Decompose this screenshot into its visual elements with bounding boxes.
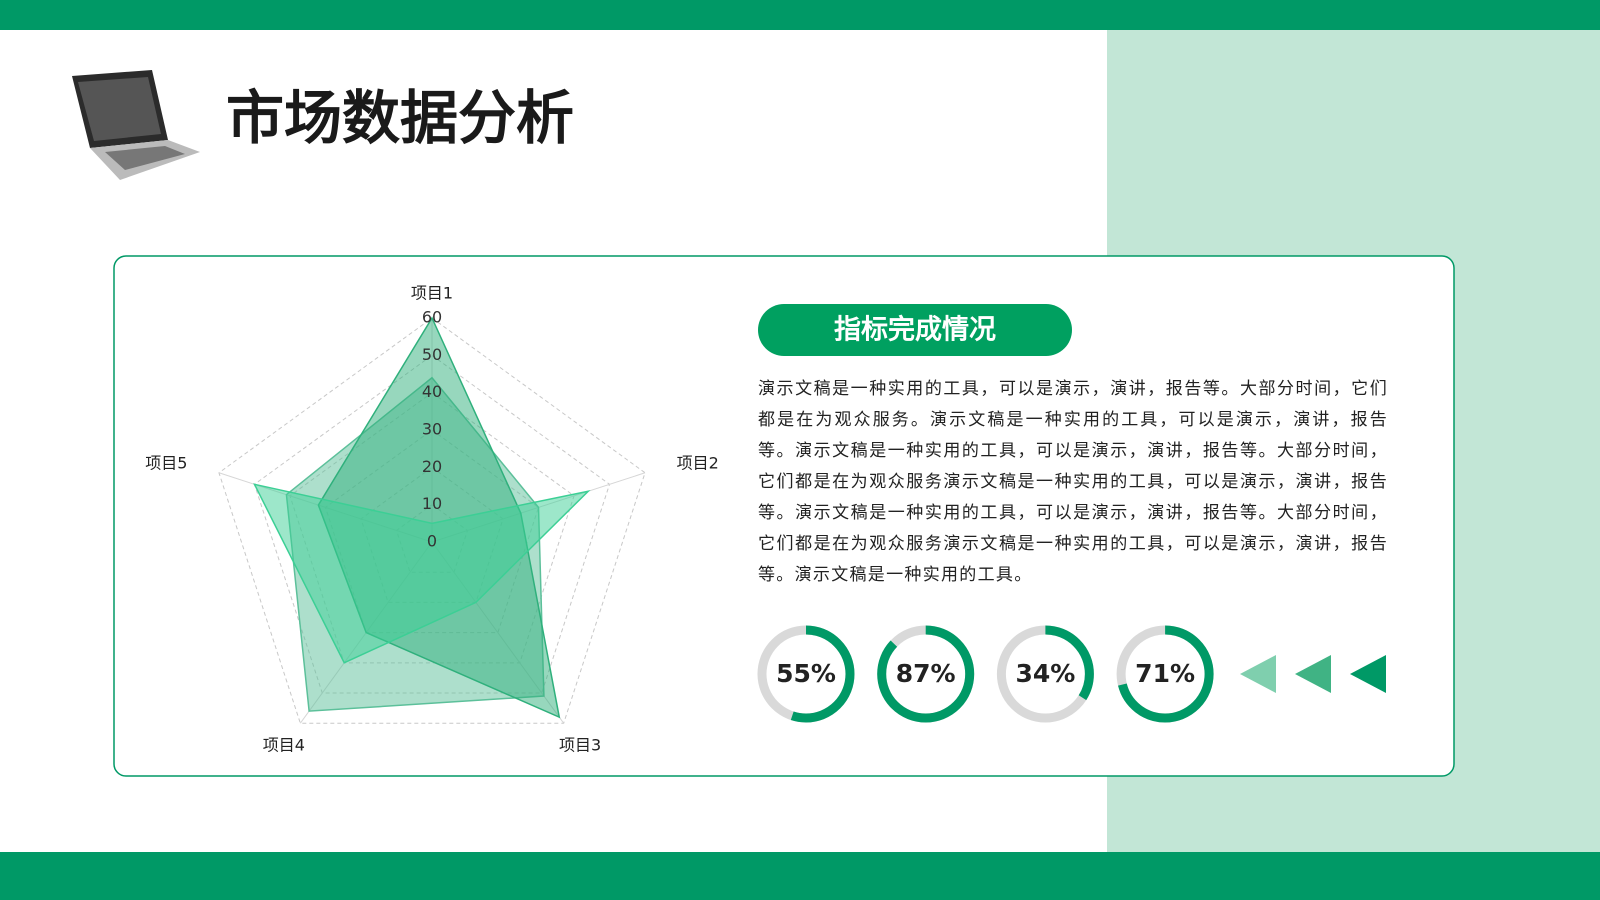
ring-progress (1116, 625, 1214, 723)
ring-progress (996, 625, 1094, 723)
axis-label: 项目2 (677, 454, 719, 473)
tick-label: 0 (427, 532, 437, 551)
tick-label: 40 (422, 382, 442, 401)
top-bar (0, 0, 1600, 30)
tick-label: 10 (422, 494, 442, 513)
bottom-bar (0, 852, 1600, 900)
title: 市场数据分析 (226, 84, 574, 152)
ring-label: 87% (896, 659, 956, 688)
tick-label: 20 (422, 457, 442, 476)
arrows (1240, 655, 1386, 693)
axis-label: 项目1 (411, 284, 453, 303)
ring-progress (877, 625, 975, 723)
axis-label: 项目5 (145, 454, 187, 473)
laptop-icon (72, 70, 200, 180)
axis-label: 项目4 (263, 735, 305, 754)
tick-label: 30 (422, 420, 442, 439)
tick-label: 60 (422, 308, 442, 327)
heading: 指标完成情况 (834, 314, 996, 346)
tick-label: 50 (422, 345, 442, 364)
heading-pill (758, 304, 1072, 356)
ring-label: 71% (1135, 659, 1195, 688)
ring-label: 34% (1015, 659, 1075, 688)
grid-ring (218, 317, 646, 724)
radar-area (253, 483, 591, 664)
ring-label: 55% (776, 659, 836, 688)
axis-label: 项目3 (559, 735, 601, 754)
ring-progress (757, 625, 855, 723)
body-text: 演示文稿是一种实用的工具，可以是演示，演讲，报告等。大部分时间，它们都是在为观众… (758, 379, 1388, 585)
